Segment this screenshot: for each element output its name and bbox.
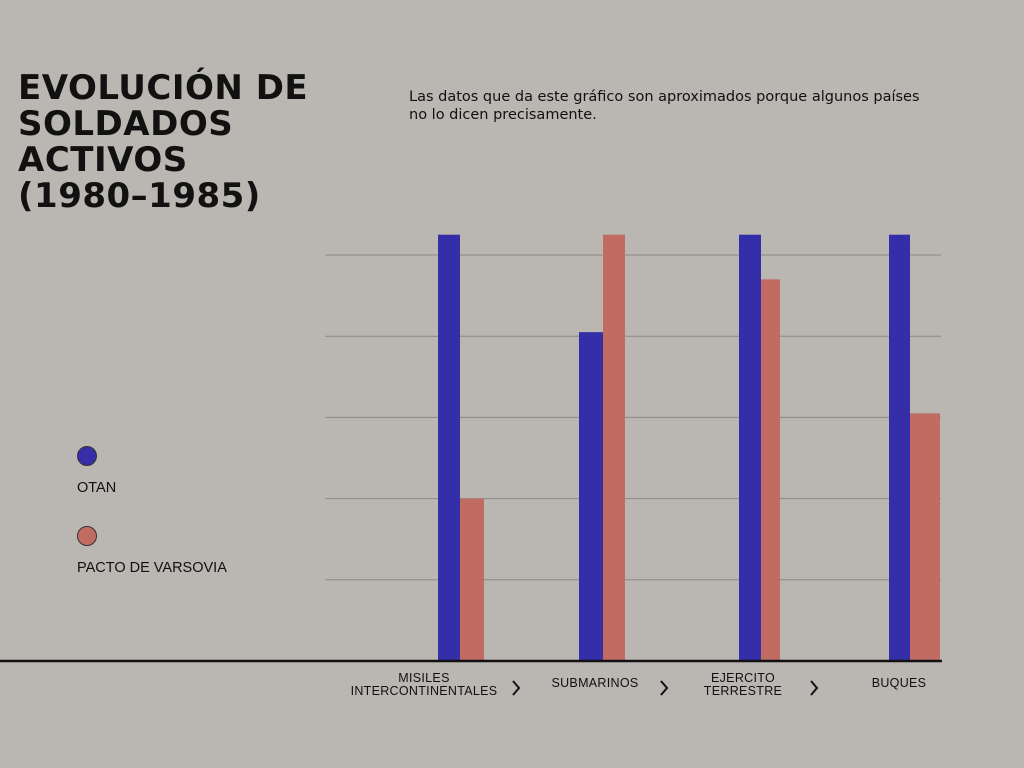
- category-label-0: MISILES INTERCONTINENTALES: [350, 671, 498, 698]
- legend-item-otan: OTAN: [77, 446, 116, 496]
- legend-label-pacto: PACTO DE VARSOVIA: [77, 560, 227, 576]
- legend-swatch-otan: [77, 446, 97, 466]
- bar-otan-2: [739, 234, 761, 661]
- bar-pacto-3: [910, 413, 940, 661]
- chevron-right-icon-0: [512, 680, 521, 696]
- bar-otan-3: [889, 234, 910, 661]
- bar-pacto-1: [603, 234, 625, 661]
- bar-pacto-0: [460, 498, 484, 661]
- category-label-3: BUQUES: [871, 676, 927, 690]
- bar-otan-0: [438, 234, 460, 661]
- chart-title: EVOLUCIÓN DE SOLDADOS ACTIVOS (1980–1985…: [18, 68, 309, 216]
- legend-label-otan: OTAN: [77, 480, 117, 496]
- legend-item-pacto: PACTO DE VARSOVIA: [77, 526, 227, 576]
- chevron-right-icon-2: [810, 680, 819, 696]
- category-label-2: EJERCITO TERRESTRE: [703, 671, 783, 698]
- bar-pacto-2: [761, 279, 780, 661]
- category-label-1: SUBMARINOS: [551, 676, 639, 690]
- chart-note: Las datos que da este gráfico son aproxi…: [409, 89, 920, 123]
- bar-otan-1: [579, 332, 603, 661]
- legend-swatch-pacto: [77, 526, 97, 546]
- chevron-right-icon-1: [660, 680, 669, 696]
